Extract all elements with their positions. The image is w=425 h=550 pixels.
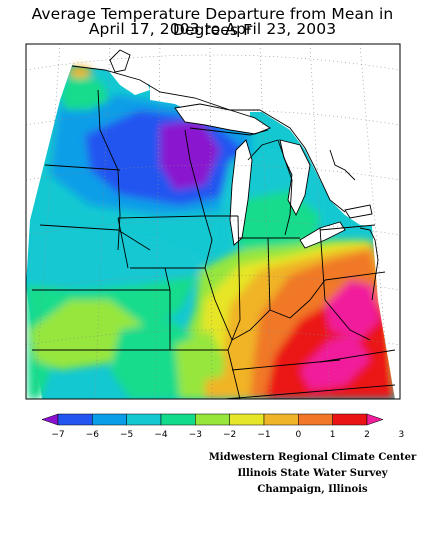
credit-line-2: Illinois State Water Survey <box>237 468 388 479</box>
state-boundaries <box>32 89 396 399</box>
legend-tick-label: 2 <box>364 430 370 440</box>
map-border <box>25 43 401 400</box>
legend-tick-label: −7 <box>51 430 64 440</box>
legend-arrow-high <box>366 413 384 426</box>
contour-field <box>26 44 400 399</box>
legend-tick-label: −5 <box>120 430 133 440</box>
legend-tick-label: −1 <box>257 430 270 440</box>
legend-swatch <box>332 413 368 426</box>
legend-swatch <box>263 413 299 426</box>
credit-line-3: Champaign, Illinois <box>257 484 368 495</box>
legend-tick-label: −6 <box>86 430 100 440</box>
graticule <box>26 44 400 399</box>
legend-tick-label: 0 <box>295 430 301 440</box>
legend-swatch <box>195 413 230 426</box>
legend-tick-label: 1 <box>330 430 336 440</box>
legend-tick-label: −3 <box>189 430 202 440</box>
coastlines <box>71 49 379 301</box>
map-date-range: April 17, 2003 to April 23, 2003 <box>88 20 337 38</box>
credit-line-1: Midwestern Regional Climate Center <box>208 452 417 463</box>
legend-swatch <box>57 413 93 426</box>
legend-tick-label: −4 <box>154 430 168 440</box>
legend-swatch <box>126 413 162 426</box>
legend-arrow-low <box>41 413 59 426</box>
legend-swatch <box>160 413 196 426</box>
legend-tick-label: −2 <box>223 430 236 440</box>
color-legend: −7 −6 −5 −4 −3 −2 −1 0 1 2 3 <box>41 413 404 440</box>
legend-swatch <box>298 413 333 426</box>
legend-swatch <box>229 413 265 426</box>
legend-swatch <box>92 413 127 426</box>
map-title: Average Temperature Departure from Mean … <box>31 5 394 39</box>
legend-tick-label: 3 <box>398 430 404 440</box>
